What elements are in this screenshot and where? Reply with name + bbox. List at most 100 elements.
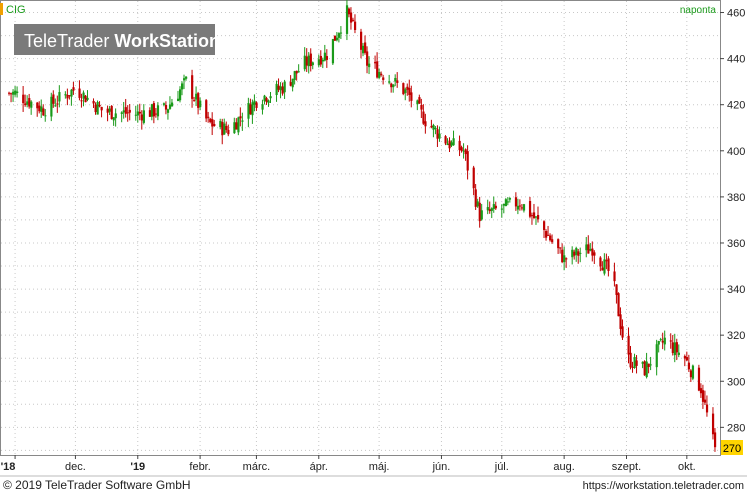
candle-body xyxy=(673,342,676,356)
candle-body xyxy=(418,97,421,104)
y-axis: 280 300 320 340 360 380 400 420 440 460 xyxy=(720,8,745,434)
candle-body xyxy=(193,99,196,101)
candle-body xyxy=(14,90,17,95)
candle-body xyxy=(98,104,101,107)
candle-body xyxy=(416,100,419,105)
candle-body xyxy=(26,101,29,105)
candle-body xyxy=(376,61,379,78)
candle-body xyxy=(142,110,145,123)
candle-body xyxy=(561,249,564,263)
candle-body xyxy=(317,59,320,66)
candle-body xyxy=(168,104,172,109)
candle-body xyxy=(390,83,393,88)
candle-body xyxy=(545,230,548,238)
candle-body xyxy=(331,39,335,64)
candle-body xyxy=(347,8,351,15)
candle-body xyxy=(430,126,433,128)
x-tick-label: szept. xyxy=(612,461,641,473)
candle-body xyxy=(530,215,534,217)
candle-body xyxy=(311,62,314,66)
candle-body xyxy=(571,249,574,258)
candle-body xyxy=(164,105,168,110)
candle-body xyxy=(655,344,658,368)
candle-body xyxy=(114,113,117,119)
candle-body xyxy=(176,98,180,101)
candle-body xyxy=(28,98,31,107)
candle-body xyxy=(392,84,395,88)
candle-body xyxy=(42,108,45,116)
candle-body xyxy=(701,390,705,402)
candle-body xyxy=(713,432,717,448)
candle-body xyxy=(601,267,604,271)
candle-body xyxy=(58,92,61,102)
y-tick-label: 300 xyxy=(727,376,745,388)
candle-body xyxy=(38,105,41,112)
candle-body xyxy=(635,360,638,366)
candle-body xyxy=(136,111,139,116)
candle-body xyxy=(191,75,194,99)
candle-body xyxy=(536,215,540,220)
candle-body xyxy=(128,109,131,113)
candle-body xyxy=(92,100,95,104)
candle-body xyxy=(323,52,327,61)
candle-body xyxy=(446,143,449,146)
candle-body xyxy=(402,83,405,95)
candle-body xyxy=(209,118,212,123)
candle-body xyxy=(631,366,634,368)
candle-body xyxy=(211,119,214,127)
candle-body xyxy=(557,239,560,249)
candle-body xyxy=(126,112,129,114)
y-tick-label: 380 xyxy=(727,192,745,204)
candle-body xyxy=(281,86,284,94)
candle-body xyxy=(380,73,383,76)
candle-body xyxy=(490,208,493,211)
candle-body xyxy=(166,109,170,113)
candle-body xyxy=(362,45,365,54)
candle-body xyxy=(247,103,250,119)
candle-body xyxy=(480,210,483,220)
candle-body xyxy=(112,117,115,121)
watermark-text: TeleTrader WorkStation xyxy=(24,31,220,51)
candle-body xyxy=(420,104,423,110)
candle-body xyxy=(321,59,324,62)
candle-body xyxy=(520,207,524,209)
candle-body xyxy=(659,339,662,341)
x-tick-label: okt. xyxy=(678,461,696,473)
watermark-brand-b: WorkStation xyxy=(114,31,220,51)
candle-body xyxy=(56,103,59,105)
candle-body xyxy=(72,87,75,91)
candle-body xyxy=(50,96,53,117)
candle-body xyxy=(227,129,230,135)
candle-body xyxy=(452,138,455,146)
candle-body xyxy=(647,363,650,368)
candle-body xyxy=(462,150,465,152)
x-tick-label: jún. xyxy=(432,461,451,473)
x-tick-label: máj. xyxy=(369,461,390,473)
candle-body xyxy=(138,111,141,114)
candle-body xyxy=(100,106,103,111)
candle-body xyxy=(486,207,489,211)
candle-body xyxy=(492,204,495,209)
candle-body xyxy=(683,356,687,359)
source-url[interactable]: https://workstation.teletrader.com xyxy=(583,480,744,492)
candle-body xyxy=(551,239,554,243)
candle-body xyxy=(251,102,254,116)
candle-body xyxy=(24,103,27,106)
candle-body xyxy=(335,37,339,41)
candle-body xyxy=(500,208,503,210)
candle-body xyxy=(629,352,632,368)
candle-body xyxy=(424,121,427,127)
candle-body xyxy=(565,258,568,260)
candle-body xyxy=(337,33,341,38)
candle-body xyxy=(685,357,689,361)
x-tick-label: '19 xyxy=(130,461,145,473)
x-tick-label: febr. xyxy=(189,461,210,473)
watermark-box xyxy=(14,24,215,55)
candle-body xyxy=(223,123,226,135)
candle-body xyxy=(8,92,11,94)
x-tick-label: márc. xyxy=(243,461,271,473)
candle-body xyxy=(265,98,268,102)
y-tick-label: 460 xyxy=(727,8,745,20)
candle-body xyxy=(703,399,707,403)
